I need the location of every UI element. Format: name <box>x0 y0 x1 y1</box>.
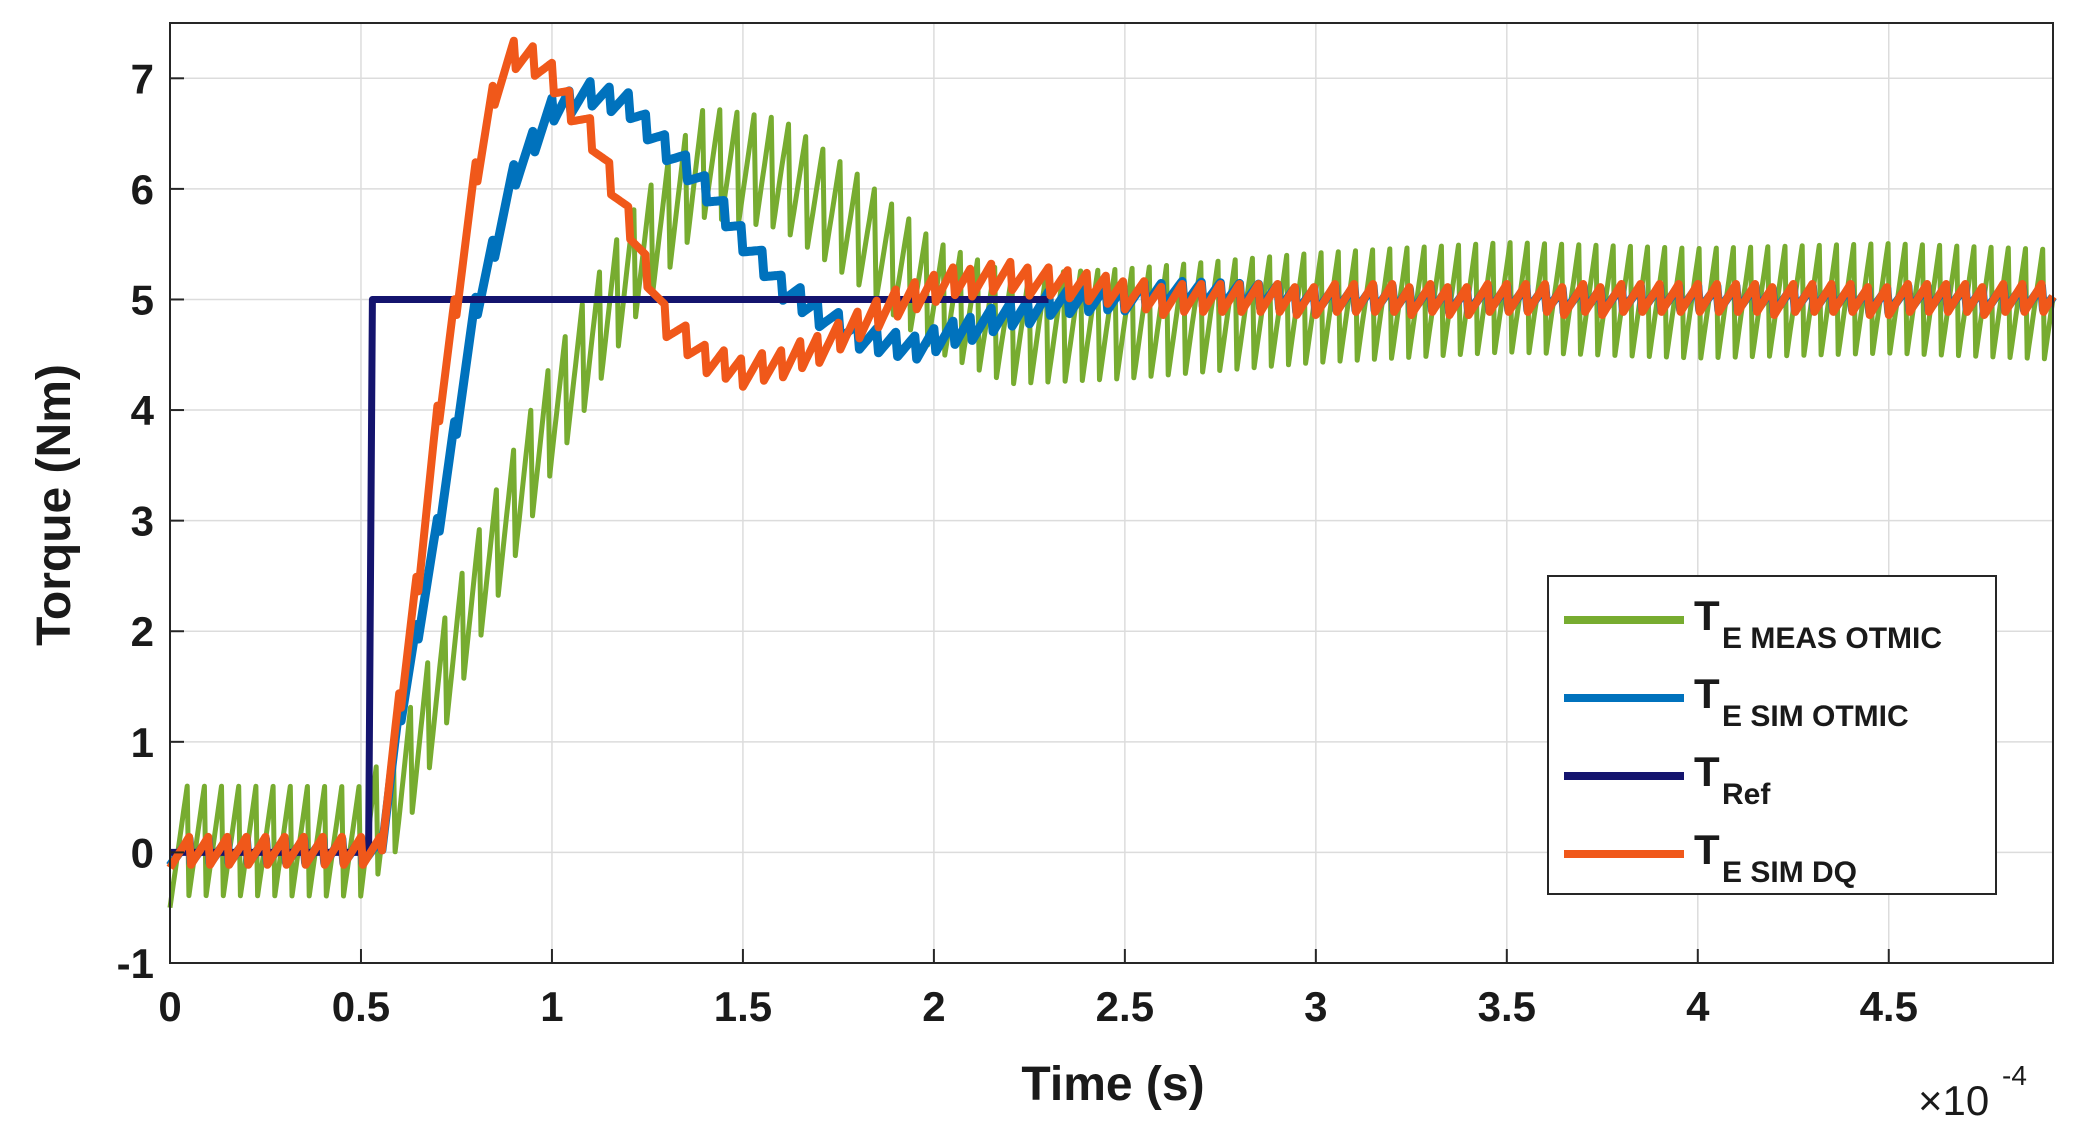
y-tick-label: 3 <box>131 498 154 545</box>
legend-entry-ref: T Ref <box>1564 748 1771 811</box>
legend-label-sub-sim-dq: E SIM DQ <box>1722 856 1857 889</box>
y-tick-label: 4 <box>131 387 155 434</box>
x-multiplier-exponent: -4 <box>2002 1060 2027 1091</box>
y-tick-label: 0 <box>131 829 154 876</box>
legend-label-sub-meas-otmic: E MEAS OTMIC <box>1722 622 1942 655</box>
x-tick-label: 4 <box>1686 983 1710 1030</box>
y-tick-label: 2 <box>131 608 154 655</box>
x-tick-label: 0.5 <box>332 983 390 1030</box>
series-line-e-sim-dq <box>166 36 2057 870</box>
y-tick-label: 5 <box>131 276 154 323</box>
y-tick-label: 1 <box>131 719 154 766</box>
legend: T E MEAS OTMIC T E SIM OTMIC T Ref T E S… <box>1547 575 1997 895</box>
legend-entry-sim-otmic: T E SIM OTMIC <box>1564 670 1909 733</box>
y-tick-label: 7 <box>131 55 154 102</box>
x-tick-label: 2.5 <box>1096 983 1154 1030</box>
x-tick-label: 2 <box>922 983 945 1030</box>
y-tick-label: 6 <box>131 166 154 213</box>
x-tick-label: 3.5 <box>1478 983 1536 1030</box>
y-tick-label: -1 <box>117 940 154 987</box>
x-tick-label: 1.5 <box>714 983 772 1030</box>
x-tick-label: 0 <box>158 983 181 1030</box>
series-layer <box>166 36 2057 909</box>
legend-entry-sim-dq: T E SIM DQ <box>1564 826 1857 889</box>
y-axis-label: Torque (Nm) <box>28 364 81 646</box>
x-axis-multiplier: ×10 -4 <box>1918 1060 2027 1124</box>
x-axis-label: Time (s) <box>1021 1058 1204 1111</box>
x-tick-label: 1 <box>540 983 563 1030</box>
legend-label-sub-ref: Ref <box>1722 778 1771 811</box>
x-axis-ticks: 0 0.5 1 1.5 2 2.5 3 3.5 4 4.5 <box>158 949 1918 1030</box>
x-tick-label: 3 <box>1304 983 1327 1030</box>
legend-entry-meas-otmic: T E MEAS OTMIC <box>1564 592 1942 655</box>
y-axis-ticks: -1 0 1 2 3 4 5 6 7 <box>117 55 184 987</box>
plot-frame <box>169 22 2054 964</box>
legend-label-main-meas-otmic: T <box>1694 592 1720 639</box>
x-tick-label: 4.5 <box>1860 983 1918 1030</box>
legend-label-main-sim-otmic: T <box>1694 670 1720 717</box>
legend-box <box>1547 575 1997 895</box>
legend-label-sub-sim-otmic: E SIM OTMIC <box>1722 700 1909 733</box>
x-multiplier-base: ×10 <box>1918 1077 1989 1124</box>
legend-label-main-ref: T <box>1694 748 1720 795</box>
legend-label-main-sim-dq: T <box>1694 826 1720 873</box>
